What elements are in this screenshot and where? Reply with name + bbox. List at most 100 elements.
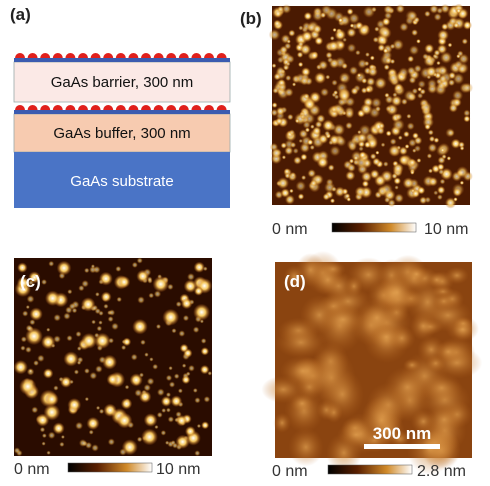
dot	[59, 442, 64, 447]
dot	[372, 158, 380, 166]
blob	[370, 324, 403, 350]
dot	[194, 286, 203, 295]
dot	[314, 72, 326, 84]
dot	[295, 181, 306, 192]
dot	[347, 139, 358, 150]
dot	[14, 447, 21, 454]
dot	[276, 107, 285, 116]
dot	[166, 375, 172, 381]
panel-label: (c)	[20, 272, 41, 291]
dot	[132, 319, 148, 335]
dot	[91, 53, 101, 58]
colorbar	[68, 463, 152, 472]
blob	[445, 267, 469, 285]
dot	[391, 95, 402, 106]
dot	[217, 53, 227, 58]
dot	[128, 105, 138, 110]
dot	[317, 156, 329, 168]
dot	[383, 5, 392, 14]
dot	[408, 11, 418, 21]
dot	[328, 140, 333, 145]
dot	[67, 398, 81, 412]
dot	[137, 257, 143, 263]
dot	[403, 131, 410, 138]
blob	[421, 373, 463, 403]
dot	[288, 30, 295, 37]
dot	[273, 20, 281, 28]
dot	[78, 105, 88, 110]
dot	[408, 159, 416, 167]
dot	[53, 422, 65, 434]
dot	[33, 360, 39, 366]
dot	[166, 105, 176, 110]
colorbar-min: 0 nm	[272, 463, 308, 480]
dot	[91, 320, 96, 325]
wetting-layer	[14, 110, 230, 114]
dot	[349, 66, 358, 75]
dot	[147, 378, 155, 386]
dot	[89, 430, 94, 435]
dot	[161, 430, 167, 436]
dot	[345, 171, 355, 181]
dot	[179, 53, 189, 58]
dot	[271, 148, 282, 159]
dot	[15, 105, 25, 110]
dot	[336, 136, 346, 146]
dot	[318, 134, 328, 144]
dot	[154, 105, 164, 110]
dot	[60, 376, 72, 388]
dot	[331, 79, 337, 85]
dot	[57, 261, 72, 276]
blob	[312, 264, 344, 296]
dot	[322, 119, 334, 131]
dot	[97, 326, 103, 332]
dot	[188, 365, 195, 372]
dot	[290, 142, 296, 148]
dot	[53, 105, 63, 110]
dot	[122, 439, 138, 455]
dot	[130, 373, 143, 386]
dot	[108, 438, 115, 445]
dot	[300, 76, 309, 85]
dot	[377, 44, 385, 52]
dot	[407, 56, 414, 63]
blob	[290, 394, 314, 413]
dot	[428, 130, 434, 136]
dot	[293, 148, 299, 154]
dot	[289, 189, 293, 193]
dot	[409, 45, 419, 55]
colorbar-max: 10 nm	[156, 461, 200, 478]
dot	[176, 415, 187, 426]
dot	[161, 408, 166, 413]
dot	[359, 151, 367, 159]
dot	[399, 22, 408, 31]
dot	[65, 53, 75, 58]
dot	[301, 30, 313, 42]
dot	[290, 172, 296, 178]
dot	[29, 369, 33, 373]
dot	[358, 24, 370, 36]
dot	[285, 195, 295, 205]
dot	[176, 435, 190, 449]
dot	[274, 73, 281, 80]
dot	[323, 193, 330, 200]
dot	[89, 372, 97, 380]
dot	[339, 72, 351, 84]
dot	[176, 301, 182, 307]
dot	[95, 365, 103, 373]
blob	[406, 266, 426, 282]
dot	[93, 266, 101, 274]
blob	[321, 305, 366, 335]
dot	[310, 145, 315, 150]
dot	[345, 109, 355, 119]
scale-bar-label: 300 nm	[373, 424, 432, 443]
dot	[154, 53, 164, 58]
colorbar	[332, 223, 416, 232]
dot	[191, 105, 201, 110]
dot	[318, 60, 328, 70]
dot	[161, 396, 172, 407]
dot	[387, 72, 399, 84]
dot	[201, 338, 207, 344]
blob	[273, 413, 291, 433]
dot	[427, 153, 432, 158]
